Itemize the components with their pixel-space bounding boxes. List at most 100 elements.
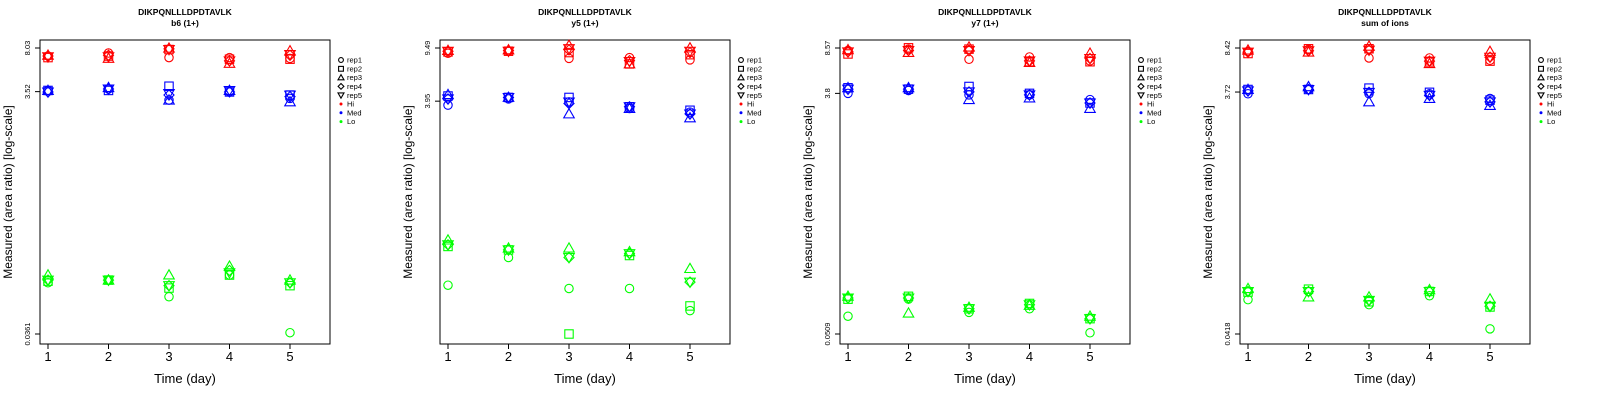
x-tick-label: 2 <box>1305 349 1312 364</box>
chart-title: DIKPQNLLLDPDTAVLK <box>538 7 633 17</box>
legend-label-rep3: rep3 <box>747 73 762 82</box>
point-lo-rep1 <box>1485 324 1495 334</box>
legend-marker-rep4 <box>1137 82 1145 91</box>
legend-marker-rep5 <box>337 92 345 100</box>
legend-label-rep5: rep5 <box>347 91 362 100</box>
legend-label-rep5: rep5 <box>747 91 762 100</box>
point-hi-rep3 <box>1483 45 1497 56</box>
point-hi-rep5 <box>502 46 515 58</box>
legend-label-rep4: rep4 <box>347 82 362 91</box>
point-lo-rep5 <box>1241 286 1255 298</box>
point-hi-rep2 <box>1485 56 1495 66</box>
point-med-rep5 <box>1362 87 1376 99</box>
x-tick-label: 1 <box>1244 349 1251 364</box>
x-axis-label: Time (day) <box>154 371 216 386</box>
x-axis-label: Time (day) <box>1354 371 1416 386</box>
x-tick-label: 4 <box>626 349 633 364</box>
point-hi-rep5 <box>1302 46 1315 58</box>
point-lo-rep1 <box>843 311 853 321</box>
point-med-rep3 <box>1083 102 1097 113</box>
point-lo-rep5 <box>441 240 455 252</box>
legend-label-Hi: Hi <box>1547 100 1554 109</box>
x-tick-label: 1 <box>444 349 451 364</box>
legend-label-Lo: Lo <box>1547 117 1555 126</box>
point-med-rep3 <box>1362 95 1376 107</box>
point-hi-rep3 <box>41 48 55 60</box>
legend-dot-Lo <box>339 120 343 124</box>
point-lo-rep5 <box>1362 295 1376 307</box>
point-lo-rep3 <box>902 306 915 318</box>
point-hi-rep5 <box>683 46 697 58</box>
legend-dot-Hi <box>739 102 743 106</box>
y-axis-label: Measured (area ratio) [log-scale] <box>1201 105 1215 278</box>
legend-label-Lo: Lo <box>347 117 355 126</box>
x-axis-label: Time (day) <box>554 371 616 386</box>
point-lo-rep3 <box>1483 292 1497 304</box>
point-med-rep3 <box>162 93 176 105</box>
point-hi-rep5 <box>441 46 455 58</box>
point-lo-rep5 <box>41 275 55 287</box>
legend-dot-Hi <box>1539 102 1543 106</box>
plot-frame <box>39 39 331 345</box>
legend-label-rep3: rep3 <box>1547 73 1562 82</box>
point-hi-rep5 <box>1023 56 1036 68</box>
point-hi-rep5 <box>562 44 576 55</box>
point-med-rep5 <box>1241 86 1255 98</box>
y-axis-label: Measured (area ratio) [log-scale] <box>1 105 15 278</box>
legend-label-rep1: rep1 <box>1547 56 1562 65</box>
legend-marker-rep1 <box>1138 57 1144 63</box>
y-tick-label: 3.8 <box>823 88 832 98</box>
point-lo-rep5 <box>162 281 176 293</box>
data-points <box>1241 39 1497 334</box>
legend-label-rep5: rep5 <box>1547 91 1562 100</box>
legend-marker-rep4 <box>337 82 345 91</box>
x-axis-label: Time (day) <box>954 371 1016 386</box>
point-lo-rep3 <box>1302 290 1315 302</box>
legend-label-rep1: rep1 <box>1147 56 1162 65</box>
point-lo-rep2 <box>564 329 574 339</box>
point-hi-rep3 <box>441 44 455 56</box>
point-med-rep5 <box>1423 90 1436 102</box>
point-lo-rep5 <box>623 249 636 260</box>
x-tick-label: 5 <box>286 349 293 364</box>
point-hi-rep5 <box>162 45 176 56</box>
point-med-rep5 <box>41 87 55 99</box>
point-hi-rep5 <box>41 52 55 64</box>
x-tick-label: 5 <box>686 349 693 364</box>
point-lo-rep1 <box>1024 304 1035 314</box>
y-tick-label: 0.0418 <box>1223 323 1232 346</box>
point-hi-rep3 <box>502 43 515 55</box>
x-tick-label: 2 <box>505 349 512 364</box>
point-med-rep5 <box>1023 90 1036 102</box>
legend-dot-Med <box>1139 111 1143 115</box>
data-points <box>41 41 297 338</box>
legend-marker-rep4 <box>737 82 745 91</box>
point-lo-rep2 <box>685 301 695 311</box>
point-med-rep5 <box>162 88 176 100</box>
point-med-rep5 <box>962 87 976 99</box>
point-med-rep5 <box>223 85 236 97</box>
point-med-rep5 <box>562 97 576 109</box>
point-med-rep5 <box>683 109 697 121</box>
legend-marker-rep3 <box>737 73 745 81</box>
point-hi-rep4 <box>102 49 115 62</box>
point-lo-rep1 <box>503 252 514 263</box>
legend-marker-rep1 <box>1538 57 1544 63</box>
y-tick-label: 0.0361 <box>23 323 32 346</box>
legend-dot-Lo <box>739 120 743 124</box>
x-tick-label: 2 <box>105 349 112 364</box>
point-lo-rep1 <box>1085 328 1095 338</box>
point-hi-rep5 <box>623 56 636 68</box>
point-med-rep3 <box>441 88 455 100</box>
legend-marker-rep2 <box>1138 65 1144 72</box>
point-lo-rep5 <box>1023 300 1036 312</box>
point-med-rep3 <box>962 93 976 105</box>
point-lo-rep1 <box>1243 294 1253 305</box>
chart-subtitle: sum of ions <box>1361 18 1409 28</box>
legend-label-rep5: rep5 <box>1147 91 1162 100</box>
point-lo-rep3 <box>683 262 697 274</box>
y-tick-label: 0.0509 <box>823 323 832 346</box>
